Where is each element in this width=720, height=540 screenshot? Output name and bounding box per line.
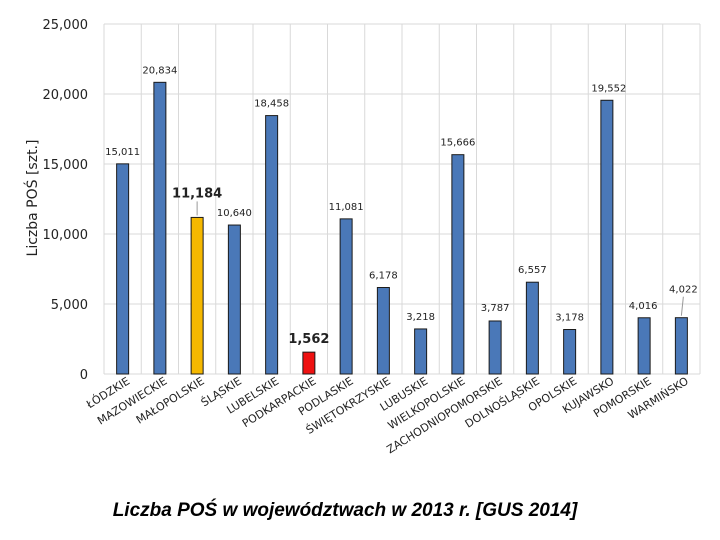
value-label: 15,011 bbox=[105, 147, 140, 158]
chart-caption: Liczba POŚ w województwach w 2013 r. [GU… bbox=[112, 500, 578, 521]
value-label: 11,081 bbox=[329, 202, 364, 213]
x-tick-labels: ŁÓDZKIEMAZOWIECKIEMAŁOPOLSKIEŚLĄSKIELUBE… bbox=[83, 374, 691, 456]
value-label: 3,218 bbox=[406, 312, 435, 323]
leader-lines bbox=[196, 201, 684, 316]
value-label: 15,666 bbox=[440, 138, 475, 149]
value-label: 1,562 bbox=[288, 332, 329, 347]
bar-warmińsko bbox=[674, 317, 688, 375]
bar-zachodniopomorskie bbox=[488, 320, 502, 375]
bar-małopolskie bbox=[190, 216, 204, 375]
bar-lubelskie bbox=[265, 115, 279, 375]
y-tick-labels: 0 5,000 10,000 15,000 20,000 25,000 bbox=[43, 18, 89, 383]
leader-line bbox=[680, 296, 684, 316]
bar-podkarpackie bbox=[302, 351, 316, 375]
bar-dolnośląskie bbox=[525, 281, 539, 375]
y-axis-label: Liczba POŚ [szt.] bbox=[23, 140, 41, 257]
bar-śląskie bbox=[227, 224, 241, 375]
bar-pomorskie bbox=[637, 317, 651, 375]
y-tick-label: 5,000 bbox=[51, 298, 88, 313]
y-tick-label: 10,000 bbox=[43, 228, 89, 243]
bars bbox=[116, 81, 688, 375]
value-label: 6,178 bbox=[369, 271, 398, 282]
value-label: 3,178 bbox=[555, 313, 584, 324]
bar-świętokrzyskie bbox=[376, 287, 390, 375]
value-label: 4,022 bbox=[669, 285, 698, 296]
bar-mazowieckie bbox=[153, 81, 167, 375]
y-tick-label: 20,000 bbox=[43, 88, 89, 103]
bar-kujawsko bbox=[600, 99, 614, 375]
bar-łódzkie bbox=[116, 163, 130, 375]
y-tick-label: 15,000 bbox=[43, 158, 89, 173]
value-label: 11,184 bbox=[172, 186, 222, 201]
bar-wielkopolskie bbox=[451, 154, 465, 375]
value-label: 3,787 bbox=[481, 303, 510, 314]
value-label: 10,640 bbox=[217, 208, 252, 219]
value-labels: 15,011 20,834 11,184 10,640 18,458 1,562 11,08… bbox=[105, 65, 698, 347]
value-label: 20,834 bbox=[142, 65, 177, 76]
bar-podlaskie bbox=[339, 218, 353, 375]
bar-opolskie bbox=[563, 329, 577, 375]
bar-lubuskie bbox=[414, 328, 428, 375]
gridlines bbox=[103, 23, 701, 375]
value-label: 6,557 bbox=[518, 265, 547, 276]
value-label: 4,016 bbox=[629, 301, 658, 312]
y-tick-label: 25,000 bbox=[43, 18, 89, 33]
value-label: 18,458 bbox=[254, 99, 289, 110]
y-tick-label: 0 bbox=[80, 368, 88, 383]
value-label: 19,552 bbox=[591, 83, 626, 94]
